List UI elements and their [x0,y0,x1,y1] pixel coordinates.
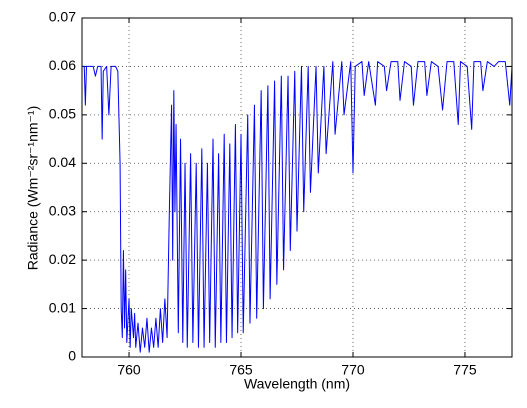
y-tick-label: 0 [68,348,76,364]
y-tick-label: 0.07 [49,9,76,25]
y-tick-label: 0.03 [49,202,76,218]
x-tick-label: 765 [229,362,253,378]
x-tick-label: 775 [453,362,477,378]
y-tick-label: 0.04 [49,154,76,170]
x-tick-label: 770 [341,362,365,378]
y-axis-label: Radiance (Wm⁻²sr⁻¹nm⁻¹) [25,106,41,271]
y-tick-label: 0.06 [49,57,76,73]
plot-frame [81,17,513,358]
y-tick-label: 0.05 [49,106,76,122]
x-tick-label: 760 [117,362,141,378]
y-tick-label: 0.01 [49,299,76,315]
data-line [82,61,513,353]
x-axis-label: Wavelength (nm) [244,376,350,392]
y-tick-label: 0.02 [49,251,76,267]
